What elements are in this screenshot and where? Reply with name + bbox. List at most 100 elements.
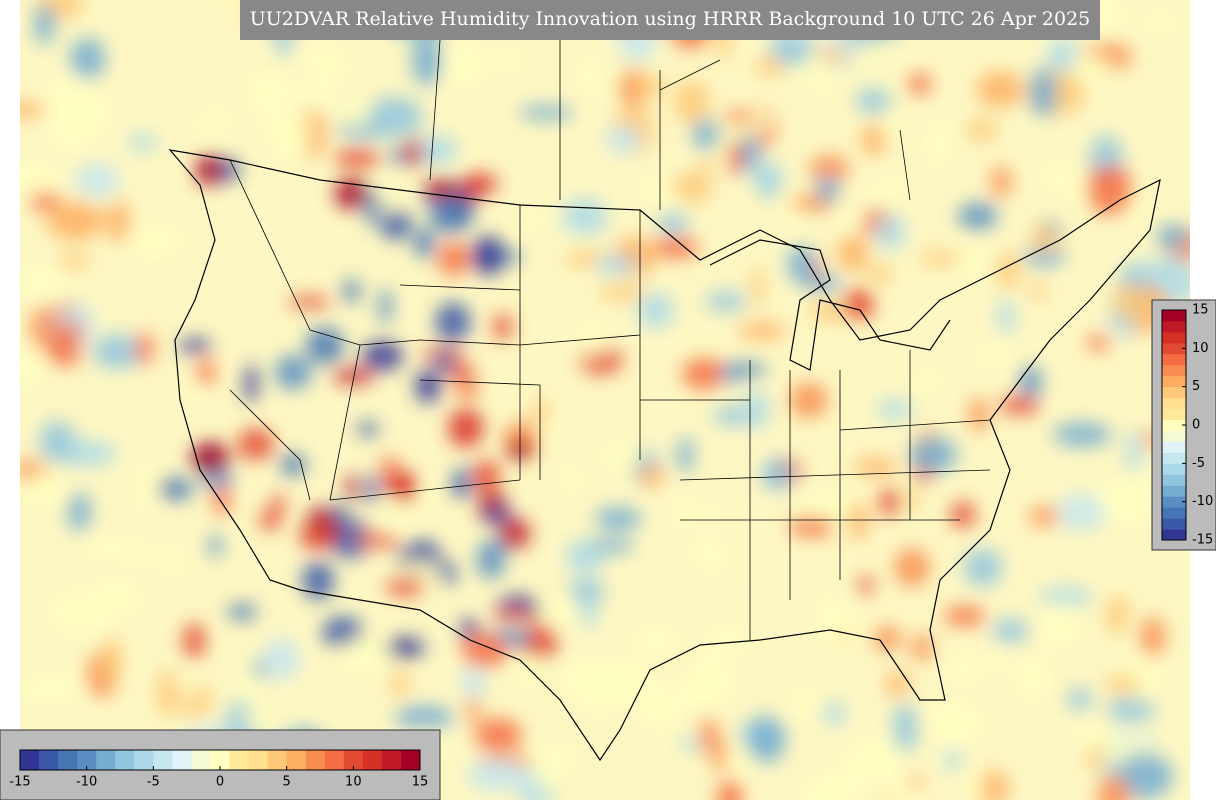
colorbar-swatch — [58, 750, 78, 770]
field-blob — [413, 227, 435, 259]
colorbar-swatch — [1162, 408, 1186, 421]
colorbar-swatch — [1162, 474, 1186, 486]
colorbar-tick-label: 0 — [1192, 418, 1200, 433]
field-blob — [358, 529, 375, 550]
field-blob — [56, 308, 87, 326]
field-blob — [445, 483, 473, 497]
field-blob — [157, 477, 193, 501]
field-blob — [1126, 429, 1142, 475]
field-blob — [845, 288, 872, 312]
field-blob — [624, 67, 640, 116]
field-blob — [926, 699, 982, 746]
colorbar-swatch — [1162, 430, 1186, 442]
field-blob — [963, 548, 1003, 587]
field-blob — [563, 459, 579, 499]
field-blob — [346, 474, 359, 501]
field-blob — [751, 166, 783, 190]
field-blob — [992, 618, 1029, 644]
field-blob — [721, 110, 756, 124]
field-blob — [22, 674, 77, 703]
field-blob — [787, 245, 816, 285]
colorbar-tick-label: -10 — [1192, 494, 1213, 509]
colorbar-swatch — [1162, 310, 1186, 322]
field-blob — [576, 57, 602, 95]
field-blob — [197, 358, 215, 386]
field-blob — [598, 284, 646, 300]
field-blob — [1056, 494, 1108, 530]
great-lakes — [709, 239, 951, 371]
field-blob — [751, 266, 764, 306]
colorbar-swatch — [96, 750, 116, 770]
colorbar-swatch — [39, 750, 59, 770]
field-blob — [362, 341, 404, 371]
field-blob — [191, 442, 231, 474]
colorbar-swatch — [1162, 463, 1186, 475]
colorbar-swatch — [134, 750, 154, 770]
field-blob — [437, 242, 470, 276]
field-blob — [411, 35, 442, 86]
colorbar-swatch — [191, 750, 211, 770]
colorbar-tick-label: 10 — [1192, 341, 1209, 356]
field-blob — [831, 204, 853, 225]
field-blob — [1028, 507, 1061, 526]
field-blob — [499, 517, 531, 550]
field-blob — [102, 637, 123, 686]
field-blob — [714, 624, 751, 654]
field-blob — [1106, 675, 1140, 694]
field-blob — [957, 202, 999, 230]
colorbar-swatch — [1162, 452, 1186, 464]
field-blob — [699, 158, 714, 178]
field-blob — [816, 597, 844, 619]
field-blob — [856, 86, 891, 115]
field-blob — [461, 633, 509, 668]
field-blob — [472, 459, 500, 496]
field-blob — [601, 442, 643, 471]
colorbar-swatch — [20, 750, 40, 770]
field-blob — [381, 471, 418, 496]
field-blob — [652, 236, 699, 259]
field-blob — [594, 255, 638, 275]
field-blob — [257, 93, 277, 125]
field-blob — [435, 302, 471, 342]
field-blob — [380, 208, 412, 241]
field-blob — [39, 420, 76, 464]
field-blob — [909, 436, 957, 474]
field-blob — [414, 369, 442, 404]
field-blob — [435, 350, 454, 374]
field-blob — [999, 396, 1040, 415]
field-blob — [365, 190, 381, 227]
field-blob — [476, 540, 506, 580]
field-blob — [195, 154, 224, 186]
field-blob — [157, 544, 185, 576]
field-blob — [366, 473, 379, 506]
field-blob — [67, 492, 92, 532]
field-blob — [874, 214, 905, 249]
field-blob — [418, 135, 457, 165]
field-blob — [1106, 697, 1155, 723]
colorbar-swatch — [381, 750, 402, 770]
field-blob — [306, 326, 344, 365]
field-blob — [332, 367, 374, 385]
field-blob — [236, 428, 275, 461]
field-blob — [274, 354, 312, 390]
field-blob — [1052, 422, 1112, 447]
field-blob — [1039, 163, 1075, 188]
field-blob — [298, 45, 343, 61]
field-blob — [638, 177, 663, 201]
field-blob — [677, 436, 694, 473]
field-blob — [533, 397, 549, 427]
field-blob — [416, 538, 434, 558]
field-blob — [370, 535, 398, 548]
field-blob — [671, 173, 712, 204]
field-blob — [1029, 67, 1058, 119]
field-blob — [918, 251, 963, 266]
field-blob — [302, 561, 335, 601]
field-blob — [1106, 595, 1129, 635]
colorbar-tick-label: 15 — [412, 775, 429, 790]
field-blob — [178, 338, 212, 353]
colorbar-swatch — [324, 750, 345, 770]
field-blob — [1066, 688, 1093, 711]
field-blob — [457, 379, 478, 400]
field-blob — [976, 72, 1024, 108]
field-blob — [536, 426, 563, 441]
